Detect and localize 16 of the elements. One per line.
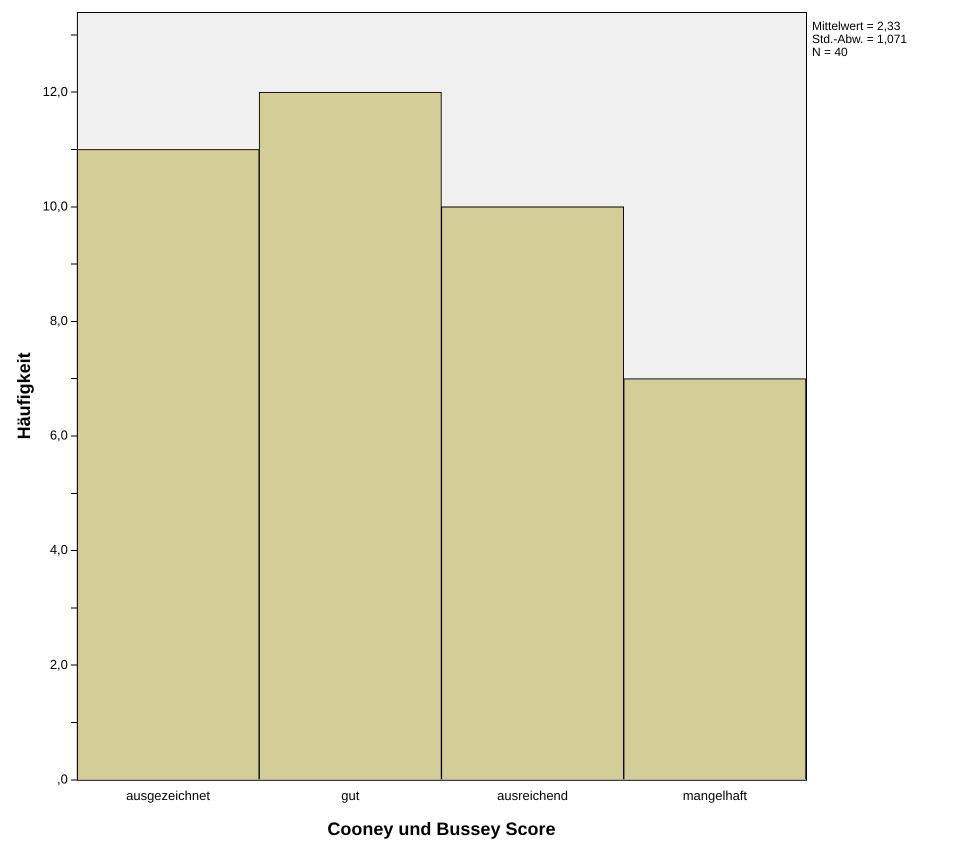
x-tick-label: gut — [341, 788, 360, 804]
y-tick-label: ,0 — [57, 771, 68, 786]
text: Std.-Abw. = 1,071 — [812, 32, 908, 46]
x-tick-label: mangelhaft — [682, 788, 748, 804]
y-tick-label: 8,0 — [50, 312, 68, 328]
y-tick-label: 12,0 — [42, 84, 68, 99]
y-tick-label: 6,0 — [50, 428, 68, 443]
y-tick-label: 10,0 — [42, 198, 68, 214]
y-tick-label: 2,0 — [50, 656, 68, 672]
text: Mittelwert = 2,33 — [812, 19, 902, 33]
y-axis-title: Häufigkeit — [14, 352, 34, 440]
x-axis-title: Cooney und Bussey Score — [327, 819, 556, 840]
x-tick-label: ausreichend — [497, 788, 568, 804]
y-tick-label: 4,0 — [50, 542, 68, 558]
x-tick-label: ausgezeichnet — [126, 788, 210, 804]
text: N = 40 — [812, 45, 849, 59]
